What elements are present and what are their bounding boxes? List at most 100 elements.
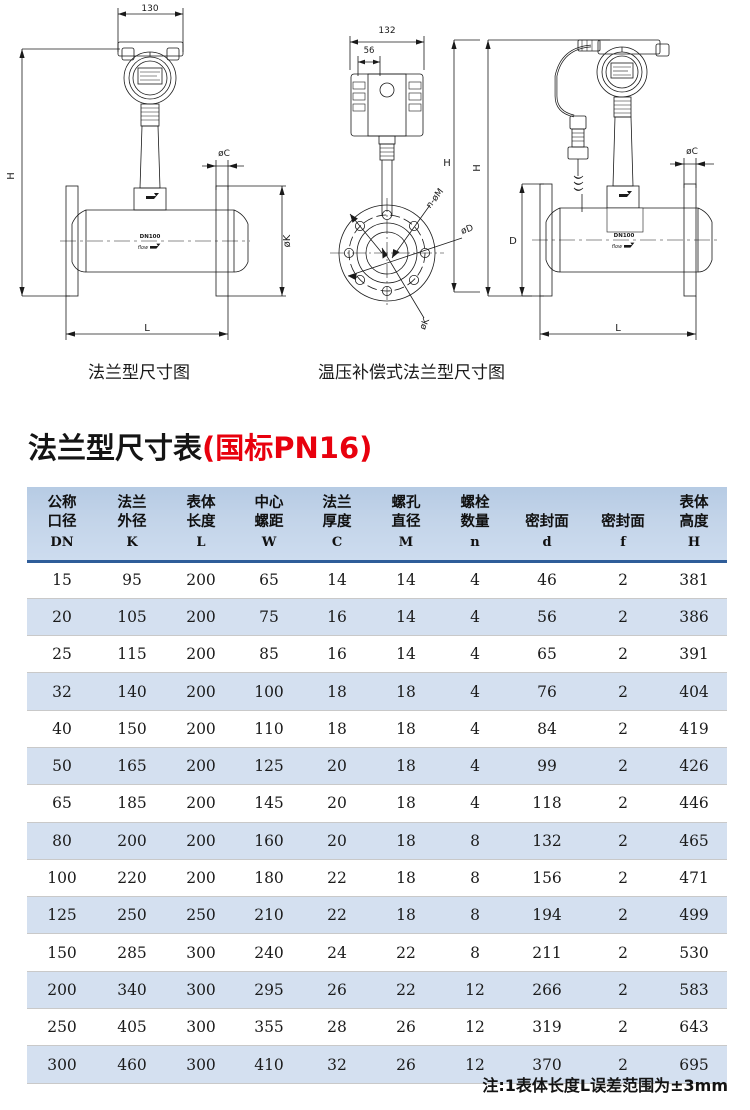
dim-label-housing-width: 132 [378,26,395,36]
table-cell: 300 [167,933,235,972]
table-cell: 2 [585,784,661,823]
table-header: 公称 口径 DN 法兰 外径 K 表体 长度 L 中心 螺距 W 法兰 厚度 C 螺孔 直径 M 螺栓 数量 n 密封面… [27,487,727,563]
table-row: 100 220 200 180 22 18 8 156 2 471 [27,858,727,897]
table-cell: 4 [441,635,509,673]
header-label-line2: 直径 [391,514,421,530]
table-cell: 2 [585,1045,661,1084]
drawing-temp-pressure-compensated: DN100 flow [470,0,750,350]
table-cell: 194 [509,896,585,934]
table-header-row: 公称 口径 DN 法兰 外径 K 表体 长度 L 中心 螺距 W 法兰 厚度 C 螺孔 直径 M 螺栓 数量 n 密封面… [27,487,727,563]
table-row: 250 405 300 355 28 26 12 319 2 643 [27,1008,727,1046]
table-cell: 85 [235,635,303,673]
table-cell: 391 [661,635,727,673]
table-cell: 18 [371,821,441,860]
header-label-line1: 螺孔 [391,494,421,511]
table-cell: 46 [509,560,585,599]
table-cell: 285 [97,933,167,972]
table-cell: 2 [585,560,661,599]
table-cell: 150 [97,709,167,748]
table-cell: 18 [303,709,371,748]
table-cell: 25 [27,635,97,673]
table-cell: 200 [167,746,235,785]
table-cell: 12 [441,970,509,1009]
table-cell: 56 [509,597,585,636]
drawings-section: DN100 flow [0,0,750,383]
header-symbol: DN [50,535,74,551]
body-marking-dn: DN100 [614,233,635,239]
header-symbol: C [331,535,343,551]
table-cell: 180 [235,858,303,897]
header-label-line2: 密封面 [601,514,645,530]
header-label-line2: 外径 [117,514,147,530]
table-cell: 14 [371,597,441,636]
table-cell: 28 [303,1008,371,1046]
table-cell: 156 [509,858,585,897]
table-row: 150 285 300 240 24 22 8 211 2 530 [27,933,727,972]
table-cell: 319 [509,1008,585,1046]
table-cell: 465 [661,821,727,860]
table-header-cell-K: 法兰 外径 K [97,487,167,563]
table-cell: 24 [303,933,371,972]
table-cell: 426 [661,746,727,785]
table-row: 40 150 200 110 18 18 4 84 2 419 [27,709,727,748]
table-cell: 140 [97,672,167,711]
body-marking-dn: DN100 [140,234,161,240]
table-row: 200 340 300 295 26 22 12 266 2 583 [27,970,727,1009]
table-cell: 115 [97,635,167,673]
table-cell: 240 [235,933,303,972]
dimension-table-wrapper: 公称 口径 DN 法兰 外径 K 表体 长度 L 中心 螺距 W 法兰 厚度 C 螺孔 直径 M 螺栓 数量 n 密封面… [27,487,727,1084]
table-header-cell-n: 螺栓 数量 n [441,487,509,563]
dim-label-bore-diameter: øD [460,223,475,237]
table-cell: 26 [371,1008,441,1046]
header-label-line1: 公称 [47,494,77,511]
table-cell: 16 [303,597,371,636]
table-cell: 2 [585,597,661,636]
table-cell: 12 [441,1045,509,1084]
table-row: 300 460 300 410 32 26 12 370 2 695 [27,1045,727,1084]
header-label-line2: 口径 [47,514,77,530]
header-label-line1: 表体 [679,494,709,511]
header-label-line2: 数量 [460,514,490,530]
table-cell: 16 [303,635,371,673]
table-cell: 18 [371,709,441,748]
table-cell: 300 [27,1045,97,1084]
table-cell: 2 [585,672,661,711]
table-cell: 300 [167,1008,235,1046]
table-row: 20 105 200 75 16 14 4 56 2 386 [27,597,727,636]
table-cell: 583 [661,970,727,1009]
table-cell: 18 [371,858,441,897]
caption-flange-type: 法兰型尺寸图 [88,363,190,383]
page-title: 法兰型尺寸表(国标PN16) [28,425,372,467]
dim-label-length-l: L [144,323,150,334]
table-cell: 200 [167,560,235,599]
table-cell: 250 [97,896,167,934]
table-cell: 165 [97,746,167,785]
caption-temp-pressure-compensated: 温压补偿式法兰型尺寸图 [318,363,505,383]
header-symbol: f [620,535,626,551]
table-cell: 50 [27,746,97,785]
table-cell: 75 [235,597,303,636]
table-cell: 355 [235,1008,303,1046]
dim-label-bolt-holes: n-øM [425,187,447,211]
table-cell: 100 [235,672,303,711]
table-cell: 32 [27,672,97,711]
table-cell: 4 [441,746,509,785]
table-header-cell-f: 密封面 f [585,487,661,563]
table-cell: 22 [303,858,371,897]
table-cell: 2 [585,635,661,673]
table-cell: 2 [585,1008,661,1046]
table-cell: 150 [27,933,97,972]
table-cell: 2 [585,821,661,860]
body-marking-flow: flow [612,244,623,250]
table-cell: 643 [661,1008,727,1046]
table-cell: 446 [661,784,727,823]
header-label-line2: 螺距 [254,514,284,530]
header-symbol: n [470,535,480,551]
header-symbol: H [687,535,701,551]
table-cell: 410 [235,1045,303,1084]
dim-label-pipe-diameter: D [509,236,517,247]
table-cell: 26 [303,970,371,1009]
table-cell: 200 [167,784,235,823]
table-cell: 132 [509,821,585,860]
